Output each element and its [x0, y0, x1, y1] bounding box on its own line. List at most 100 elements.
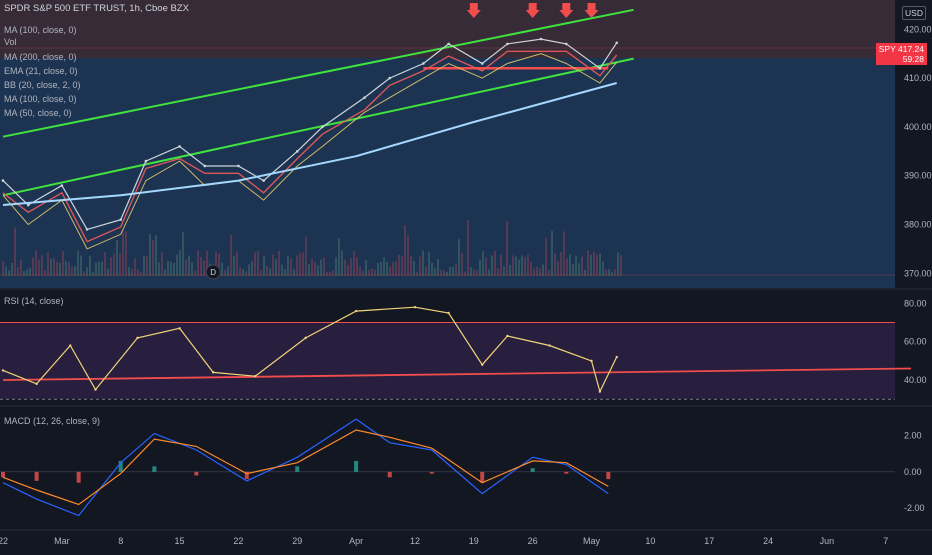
- volume-bar: [374, 269, 376, 276]
- volume-bar: [476, 269, 478, 276]
- volume-bar: [200, 257, 202, 276]
- y-tick-label: 420.00: [904, 24, 932, 34]
- volume-bar: [461, 252, 463, 276]
- volume-bar: [518, 259, 520, 276]
- price-badge-symbol: SPY: [878, 44, 896, 54]
- price-point: [144, 159, 148, 163]
- macd-histogram-bar: [480, 471, 485, 483]
- green-channel-upper: [2, 8, 634, 138]
- volume-bar: [620, 255, 622, 276]
- macd-histogram-bar: [606, 471, 611, 480]
- volume-bar: [299, 252, 301, 276]
- volume-bar: [413, 261, 415, 276]
- volume-bar: [602, 261, 604, 276]
- rsi-point: [254, 374, 257, 378]
- volume-bar: [71, 266, 73, 276]
- volume-bar: [29, 267, 31, 276]
- price-point: [422, 62, 425, 65]
- macd-line: [2, 418, 609, 517]
- rsi-pane-label[interactable]: RSI (14, close): [4, 296, 64, 306]
- down-arrow-marker: [525, 3, 540, 18]
- volume-bar: [221, 262, 223, 276]
- volume-bar: [593, 251, 595, 276]
- volume-bar: [38, 259, 40, 276]
- volume-bar: [437, 259, 439, 276]
- volume-bar: [281, 264, 283, 276]
- volume-bar: [101, 261, 103, 276]
- volume-bar: [158, 262, 160, 276]
- volume-bar: [242, 269, 244, 276]
- volume-bar: [191, 262, 193, 276]
- volume-bar: [95, 262, 97, 276]
- volume-bar: [590, 254, 592, 276]
- rsi-band: [0, 322, 895, 400]
- volume-bar: [494, 250, 496, 276]
- currency-label[interactable]: USD: [902, 6, 926, 20]
- macd-pane-label[interactable]: MACD (12, 26, close, 9): [4, 416, 101, 426]
- macd-histogram-bar: [429, 471, 434, 474]
- volume-bar: [182, 232, 184, 276]
- volume-bar: [473, 269, 475, 276]
- volume-bar: [104, 252, 106, 276]
- volume-bar: [185, 259, 187, 276]
- volume-bar: [5, 266, 7, 276]
- rsi-point: [354, 309, 358, 313]
- volume-bar: [407, 235, 409, 276]
- volume-bar: [263, 256, 265, 276]
- volume-bar: [314, 261, 316, 276]
- price-pane-top-zone: [0, 0, 895, 58]
- rsi-point: [69, 344, 72, 347]
- price-point: [321, 125, 324, 129]
- volume-bar: [32, 257, 34, 276]
- indicator-legend-ma200[interactable]: MA (200, close, 0): [4, 52, 77, 62]
- volume-bar: [380, 261, 382, 276]
- volume-bar: [389, 266, 391, 276]
- macd-signal-line: [2, 429, 609, 506]
- price-point: [203, 164, 207, 168]
- volume-bar: [197, 250, 199, 276]
- macd-histogram-bar: [354, 460, 359, 472]
- volume-bar: [416, 271, 418, 276]
- x-tick-label: 26: [528, 536, 538, 546]
- volume-bar: [506, 221, 508, 276]
- volume-bar: [401, 255, 403, 276]
- volume-bar: [80, 255, 82, 276]
- y-tick-label: 390.00: [904, 171, 932, 181]
- indicator-legend-ema21[interactable]: EMA (21, close, 0): [4, 66, 78, 76]
- y-tick-label: 380.00: [904, 220, 932, 230]
- volume-bar: [482, 251, 484, 276]
- indicator-legend-vol[interactable]: Vol: [4, 37, 17, 47]
- volume-bar: [98, 261, 100, 276]
- volume-bar: [92, 271, 94, 276]
- price-point: [363, 96, 366, 99]
- volume-bar: [617, 252, 619, 276]
- volume-bar: [233, 255, 235, 276]
- indicator-legend-bb[interactable]: BB (20, close, 2, 0): [4, 80, 81, 90]
- indicator-legend-ma100[interactable]: MA (100, close, 0): [4, 25, 77, 35]
- rsi-point: [447, 311, 450, 315]
- volume-bar: [557, 260, 559, 276]
- volume-bar: [599, 253, 601, 276]
- macd-y-tick-label: 2.00: [904, 430, 922, 440]
- macd-histogram-bar: [152, 466, 157, 472]
- volume-bar: [143, 255, 145, 276]
- down-arrow-marker: [559, 3, 574, 18]
- volume-bar: [218, 253, 220, 276]
- indicator-legend-ma100b[interactable]: MA (100, close, 0): [4, 94, 77, 104]
- price-point: [178, 145, 181, 148]
- volume-bar: [308, 264, 310, 276]
- rsi-point: [481, 363, 484, 366]
- price-point: [237, 164, 240, 168]
- volume-bar: [275, 259, 277, 276]
- macd-y-tick-label: 0.00: [904, 467, 922, 477]
- indicator-legend-ma50[interactable]: MA (50, close, 0): [4, 108, 72, 118]
- volume-bar: [377, 262, 379, 276]
- volume-bar: [575, 255, 577, 276]
- volume-bar: [290, 258, 292, 276]
- rsi-point: [178, 327, 181, 330]
- macd-y-tick-label: -2.00: [904, 503, 925, 513]
- volume-bar: [356, 257, 358, 276]
- x-tick-label: 10: [645, 536, 655, 546]
